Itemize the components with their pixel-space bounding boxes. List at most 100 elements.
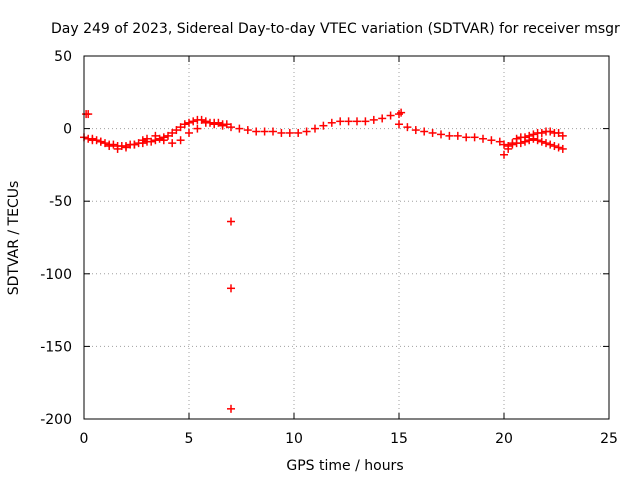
data-point-marker — [260, 127, 269, 136]
data-point-marker — [197, 115, 206, 124]
data-point-marker — [428, 128, 437, 137]
data-point-marker — [143, 134, 151, 143]
data-point-marker — [529, 130, 538, 139]
data-point-marker — [302, 127, 311, 136]
data-point-marker — [185, 118, 193, 127]
data-point-marker — [269, 127, 277, 136]
data-point-marker — [185, 128, 193, 137]
data-point-marker — [479, 134, 487, 143]
data-point-marker — [537, 137, 546, 146]
data-point-marker — [378, 114, 387, 123]
y-axis-label: SDTVAR / TECUs — [6, 181, 22, 296]
data-point-marker — [218, 121, 227, 130]
data-point-marker — [180, 120, 189, 129]
data-point-marker — [550, 142, 559, 151]
x-tick-label: 0 — [80, 431, 89, 447]
x-tick-label: 5 — [185, 431, 194, 447]
data-point-marker — [344, 117, 353, 126]
x-tick-label: 10 — [285, 431, 303, 447]
axis-ticks: 0 5 10 15 20 25 50 0 -50 -100 -150 -200 — [40, 49, 618, 447]
data-point-marker — [495, 137, 504, 146]
data-point-marker — [96, 137, 105, 146]
data-point-marker — [227, 404, 235, 413]
data-point-marker — [445, 131, 454, 140]
data-point-marker — [397, 108, 406, 117]
data-point-marker — [130, 140, 139, 149]
x-tick-label: 15 — [390, 431, 408, 447]
data-point-marker — [164, 131, 172, 140]
data-point-marker — [504, 144, 513, 153]
data-point-marker — [386, 111, 395, 120]
data-point-marker — [285, 128, 294, 137]
data-point-marker — [168, 128, 177, 137]
data-point-marker — [554, 143, 563, 152]
data-point-marker — [327, 118, 336, 127]
data-point-marker — [201, 118, 210, 127]
data-point-marker — [369, 115, 378, 124]
data-point-marker — [462, 133, 471, 142]
data-point-marker — [189, 117, 198, 126]
data-point-marker — [395, 120, 403, 129]
data-point-marker — [546, 127, 555, 136]
y-tick-label: -100 — [40, 267, 72, 283]
data-point-marker — [411, 126, 420, 135]
data-point-marker — [336, 117, 345, 126]
data-point-marker — [101, 139, 109, 148]
chart-title: Day 249 of 2023, Sidereal Day-to-day VTE… — [51, 21, 620, 37]
data-point-marker — [500, 150, 508, 159]
y-tick-label: 50 — [54, 49, 72, 65]
data-point-marker — [227, 284, 235, 293]
data-point-marker — [533, 136, 542, 145]
y-tick-label: -150 — [40, 339, 72, 355]
data-point-marker — [193, 124, 202, 133]
data-point-marker — [113, 144, 122, 153]
data-point-marker — [235, 124, 244, 133]
data-point-marker — [84, 110, 93, 119]
data-point-marker — [168, 139, 177, 148]
y-tick-label: -200 — [40, 412, 72, 428]
data-point-marker — [109, 140, 118, 149]
data-point-marker — [88, 134, 97, 143]
data-point-marker — [542, 139, 550, 148]
data-point-marker — [558, 144, 567, 153]
data-point-marker — [508, 139, 517, 148]
data-point-marker — [176, 123, 185, 132]
y-tick-label: -50 — [49, 194, 72, 210]
grid — [84, 56, 609, 419]
data-point-marker — [105, 142, 114, 151]
data-point-marker — [403, 123, 412, 132]
data-point-marker — [138, 136, 147, 145]
data-point-marker — [176, 136, 185, 145]
data-point-marker — [227, 123, 235, 132]
data-point-marker — [437, 130, 445, 139]
y-tick-label: 0 — [63, 122, 72, 138]
data-point-marker — [554, 128, 563, 137]
data-point-marker — [311, 124, 319, 133]
data-point-marker — [277, 128, 286, 137]
data-point-marker — [222, 120, 231, 129]
data-point-marker — [361, 117, 370, 126]
plot-frame — [83, 55, 610, 420]
x-tick-label: 25 — [600, 431, 618, 447]
data-point-marker — [537, 128, 546, 137]
data-point-marker — [252, 127, 261, 136]
x-tick-label: 20 — [495, 431, 513, 447]
data-point-marker — [122, 143, 130, 152]
data-point-marker — [487, 136, 496, 145]
data-point-marker — [470, 133, 479, 142]
data-point-marker — [227, 217, 235, 226]
data-point-marker — [214, 118, 223, 127]
data-point-marker — [294, 128, 303, 137]
data-point-marker — [159, 136, 168, 145]
data-point-marker — [521, 133, 529, 142]
data-point-marker — [243, 126, 252, 135]
data-point-marker — [453, 131, 462, 140]
data-point-marker — [420, 127, 429, 136]
data-point-marker — [172, 126, 181, 135]
data-point-marker — [500, 140, 508, 149]
data-point-marker — [546, 140, 555, 149]
data-point-marker — [353, 117, 361, 126]
data-points — [80, 108, 567, 413]
data-point-marker — [319, 121, 328, 130]
